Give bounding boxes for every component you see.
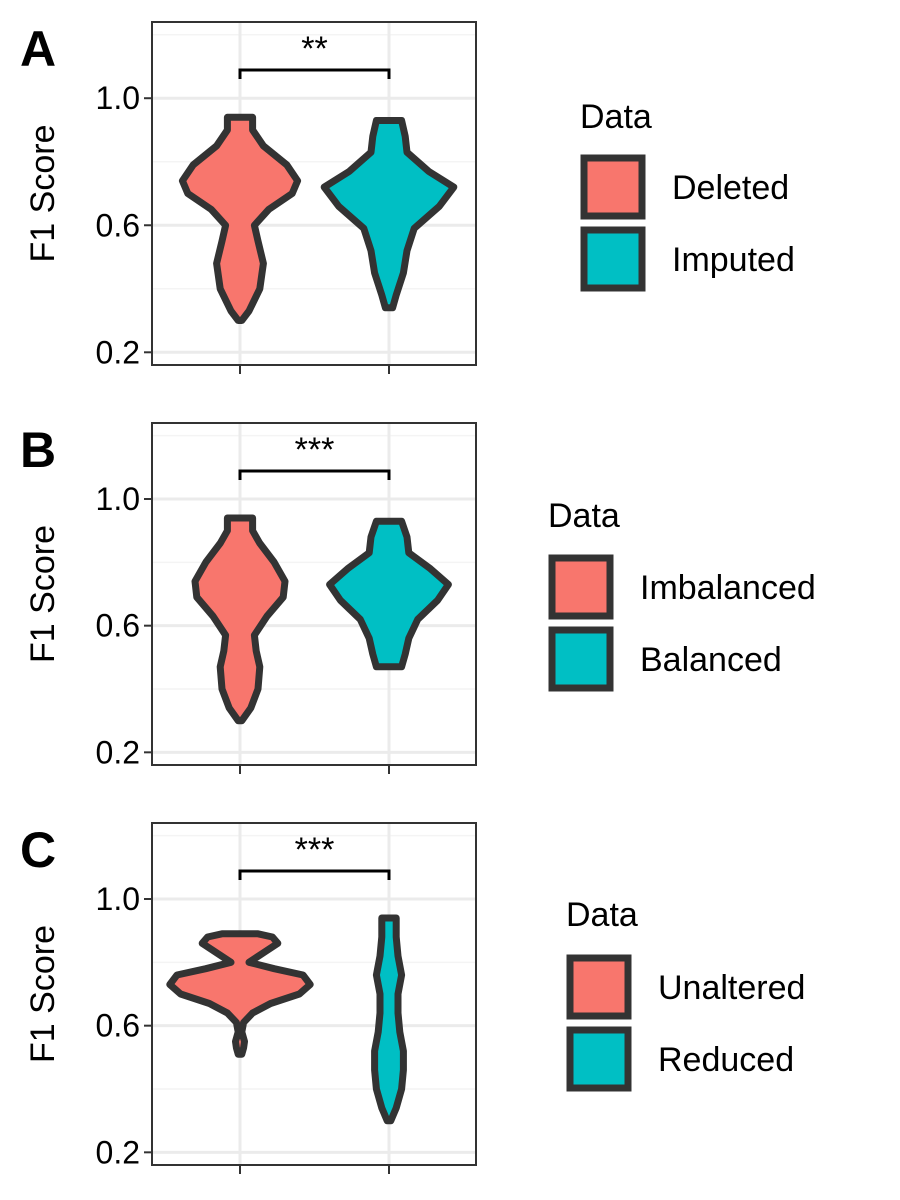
panel-letter: C — [20, 822, 56, 878]
y-tick-label: 0.2 — [96, 334, 140, 370]
significance-bracket — [238, 68, 391, 79]
panel-border — [151, 422, 477, 766]
significance-label: *** — [295, 831, 335, 869]
legend-entry-unaltered: Unaltered — [658, 969, 805, 1007]
y-tick-label: 0.6 — [96, 1008, 140, 1044]
legend: Data Unaltered Reduced — [566, 896, 805, 1092]
legend-title: Data — [548, 497, 620, 535]
legend-key-reduced — [566, 1026, 632, 1092]
panel-border — [151, 822, 477, 1166]
legend-entry-imbalanced: Imbalanced — [640, 569, 816, 607]
legend-key-imbalanced — [548, 554, 614, 620]
y-axis-label: F1 Score — [24, 925, 62, 1063]
legend-entry-reduced: Reduced — [658, 1041, 794, 1079]
panel-letter: B — [20, 422, 56, 478]
legend-title: Data — [580, 98, 652, 136]
legend-key-balanced — [548, 626, 614, 692]
legend-entry-deleted: Deleted — [672, 169, 789, 207]
significance-label: *** — [295, 431, 335, 469]
significance-label: ** — [301, 30, 327, 68]
legend: Data Deleted Imputed — [580, 98, 795, 292]
violin-unaltered — [166, 930, 314, 1058]
significance-bracket — [238, 469, 391, 480]
panel-border — [151, 21, 477, 366]
violin-balanced — [326, 517, 452, 671]
legend-entry-imputed: Imputed — [672, 241, 795, 279]
violin-imputed — [320, 117, 458, 312]
violin-imbalanced — [191, 514, 289, 725]
legend-key-deleted — [580, 154, 646, 220]
panel-letter: A — [20, 21, 56, 77]
legend-title: Data — [566, 896, 638, 934]
legend-key-unaltered — [566, 954, 632, 1020]
violin-reduced — [371, 914, 407, 1125]
panel-a: ** 0.2 0.6 1.0 F1 Score A Data Deleted Imputed — [20, 21, 795, 374]
y-axis-label: F1 Score — [24, 125, 62, 263]
y-tick-label: 0.2 — [96, 1134, 140, 1170]
y-tick-label: 0.2 — [96, 734, 140, 770]
panel-c: *** 0.2 0.6 1.0 F1 Score C Data Unaltered Reduce… — [20, 822, 805, 1174]
violin-deleted — [178, 113, 302, 324]
legend-key-imputed — [580, 226, 646, 292]
y-tick-label: 1.0 — [96, 881, 140, 917]
y-axis-label: F1 Score — [24, 525, 62, 663]
y-tick-label: 0.6 — [96, 207, 140, 243]
y-tick-label: 1.0 — [96, 481, 140, 517]
y-tick-label: 1.0 — [96, 80, 140, 116]
y-tick-label: 0.6 — [96, 608, 140, 644]
panel-b: *** 0.2 0.6 1.0 F1 Score B Data Imbalanced Balan… — [20, 422, 816, 774]
legend: Data Imbalanced Balanced — [548, 497, 816, 692]
significance-bracket — [238, 869, 391, 880]
legend-entry-balanced: Balanced — [640, 641, 782, 679]
